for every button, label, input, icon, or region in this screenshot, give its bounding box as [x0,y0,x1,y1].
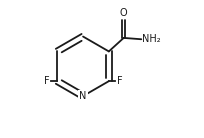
Text: F: F [44,76,49,86]
Text: O: O [120,8,128,18]
Text: F: F [117,76,122,86]
Text: NH₂: NH₂ [142,34,161,44]
Text: N: N [79,91,87,101]
